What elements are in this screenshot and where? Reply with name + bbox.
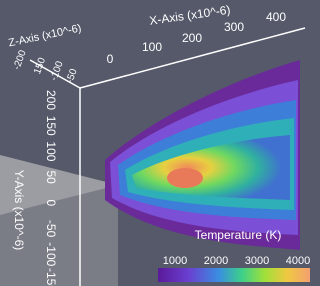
z-tick-label: -50 xyxy=(64,67,79,85)
y-tick-label: 0 xyxy=(44,200,58,207)
y-tick-label: 50 xyxy=(44,170,58,184)
colorbar xyxy=(158,268,310,282)
colorbar-tick-label: 2000 xyxy=(204,255,228,267)
y-tick-label: -100 xyxy=(44,242,58,266)
z-tick-label: 150 xyxy=(32,56,48,76)
y-tick-label: 100 xyxy=(44,141,58,161)
colorbar-title: Temperature (K) xyxy=(195,228,282,242)
y-tick-label: -150 xyxy=(44,268,58,286)
x-tick-label: 200 xyxy=(182,31,202,45)
x-axis-title: X-Axis (x10^-6) xyxy=(148,3,231,28)
z-tick-label: -200 xyxy=(12,48,29,71)
x-tick-label: 100 xyxy=(142,40,162,54)
axis-lines xyxy=(29,27,306,286)
x-tick-label: 0 xyxy=(107,52,114,66)
y-axis-title: Y-Axis (x10^-6) xyxy=(12,170,26,251)
z-axis-title: Z-Axis (x10^-6) xyxy=(7,22,82,49)
slice-plane-light xyxy=(0,155,118,215)
x-tick-label: 300 xyxy=(224,20,244,34)
y-tick-label: 150 xyxy=(44,116,58,136)
colorbar-tick-label: 4000 xyxy=(286,255,310,267)
isosurface xyxy=(105,60,300,250)
y-tick-label: -50 xyxy=(44,220,58,238)
x-tick-label: 400 xyxy=(266,10,286,24)
y-tick-label: 200 xyxy=(44,90,58,110)
colorbar-tick-label: 3000 xyxy=(245,255,269,267)
colorbar-tick-label: 1000 xyxy=(163,255,187,267)
